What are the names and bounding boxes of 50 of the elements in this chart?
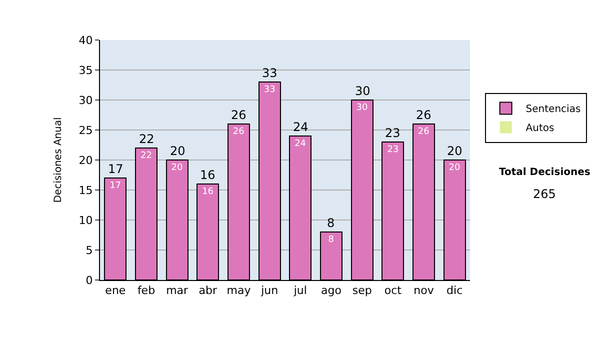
data-label: 8: [328, 235, 334, 245]
x-tick-label: may: [226, 284, 252, 298]
total-label: 23: [385, 126, 400, 140]
total-label: 30: [355, 84, 370, 98]
y-tick-label: 30: [78, 94, 93, 107]
x-tick-label: ene: [105, 284, 126, 298]
x-tick-label: mar: [166, 284, 189, 298]
text: Total Decisiones: [499, 167, 590, 178]
total-label: 33: [262, 66, 278, 80]
legend-label: Autos: [526, 123, 554, 134]
x-tick-label: jul: [292, 284, 307, 298]
y-tick-label: 15: [78, 184, 93, 197]
data-label: 26: [232, 127, 245, 137]
x-tick-label: ago: [321, 284, 342, 298]
data-label: 26: [418, 127, 430, 137]
total-label: 22: [139, 132, 154, 146]
y-axis-title: Decisiones Anual: [52, 117, 64, 203]
x-tick-label: feb: [137, 284, 156, 298]
total-label: 17: [108, 162, 124, 176]
total-label: 16: [200, 168, 216, 182]
y-tick-label: 40: [78, 34, 93, 47]
data-label: 20: [448, 163, 460, 173]
x-tick-label: nov: [414, 284, 434, 298]
total-label: 20: [170, 144, 186, 158]
y-tick-label: 35: [78, 64, 93, 77]
data-label: 33: [264, 85, 276, 95]
y-tick-label: 10: [78, 214, 93, 227]
x-tick-label: jun: [260, 284, 278, 298]
y-tick-label: 0: [86, 274, 93, 287]
total-label: 24: [293, 120, 308, 134]
text: 265: [533, 187, 556, 201]
y-tick-label: 5: [86, 244, 93, 257]
y-tick-label: 25: [78, 124, 93, 137]
data-label: 30: [356, 103, 368, 113]
data-label: 17: [110, 181, 122, 191]
x-tick-label: oct: [384, 284, 402, 298]
x-tick-label: sep: [352, 284, 372, 298]
total-label: 26: [231, 108, 246, 122]
data-label: 20: [171, 163, 183, 173]
x-tick-label: dic: [446, 284, 463, 298]
total-label: 26: [416, 108, 432, 122]
data-label: 16: [202, 187, 214, 197]
legend-label: Sentencias: [526, 104, 581, 116]
total-label: 8: [327, 216, 335, 230]
data-label: 23: [387, 145, 399, 155]
total-label: 20: [447, 144, 462, 158]
data-label: 22: [140, 151, 152, 161]
x-tick-label: abr: [198, 284, 218, 298]
data-label: 24: [294, 139, 306, 149]
y-tick-label: 20: [78, 154, 93, 167]
